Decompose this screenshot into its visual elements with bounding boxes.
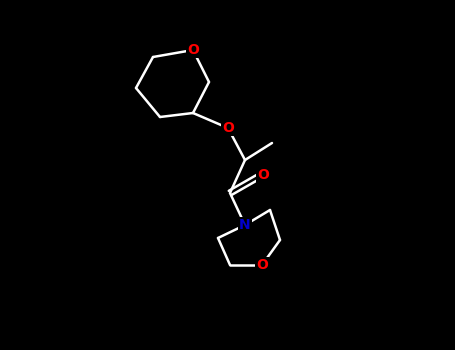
Text: O: O [257, 168, 269, 182]
Text: O: O [222, 121, 234, 135]
Text: O: O [187, 43, 199, 57]
Text: N: N [239, 218, 251, 232]
Text: O: O [256, 258, 268, 272]
